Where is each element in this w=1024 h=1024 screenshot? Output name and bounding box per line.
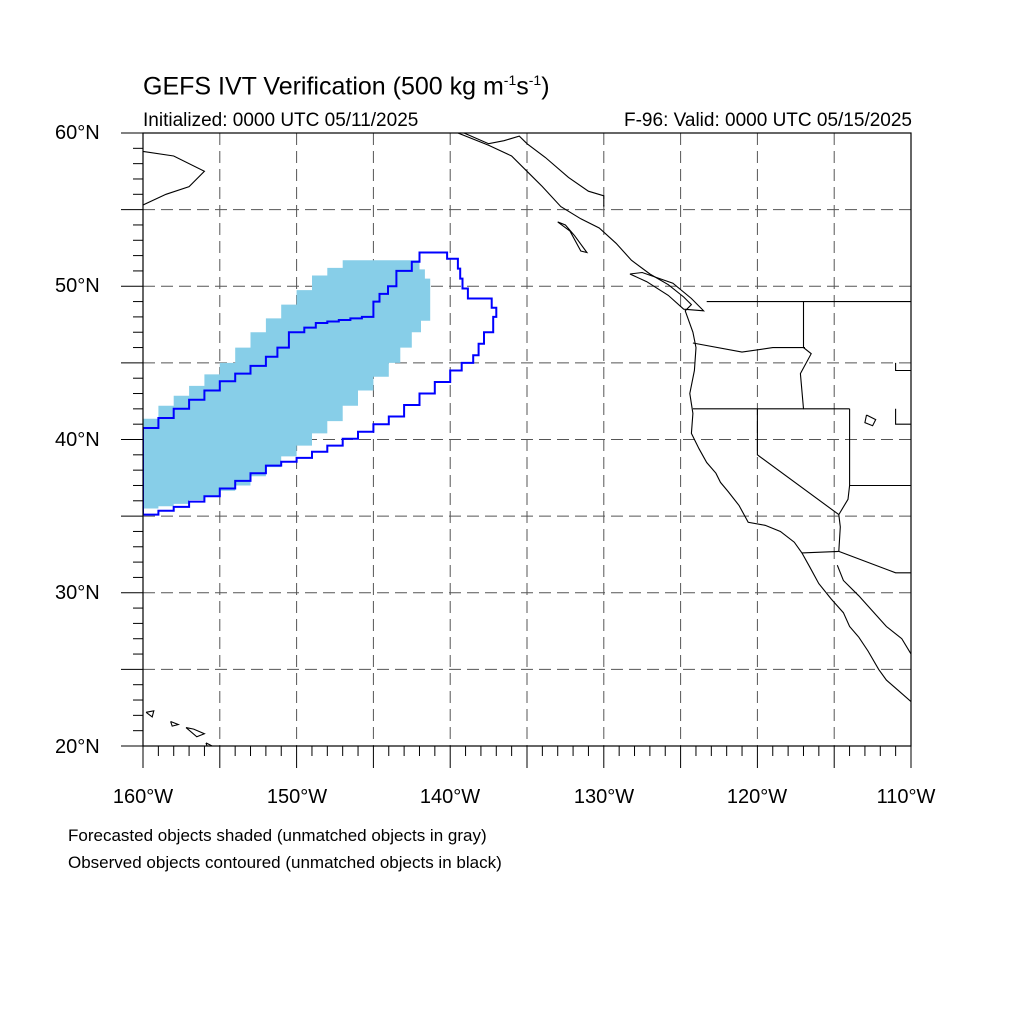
coastline-segment <box>838 408 851 515</box>
lon-label-150w: 150°W <box>266 786 328 808</box>
lon-label-140w: 140°W <box>419 786 481 808</box>
lon-label-120w: 120°W <box>726 786 788 808</box>
coastline-segment <box>836 564 911 656</box>
lat-label-60: 60°N <box>55 122 100 144</box>
coastline-segment <box>629 271 706 312</box>
coastline-segment <box>838 550 911 574</box>
lat-label-40: 40°N <box>55 429 100 451</box>
coastline-segment <box>895 362 911 372</box>
coastline-segment <box>557 221 589 254</box>
coastline-segment <box>756 408 841 552</box>
initialized-time: Initialized: 0000 UTC 05/11/2025 <box>143 110 419 131</box>
coastline-segment <box>692 342 805 353</box>
lat-label-20: 20°N <box>55 736 100 758</box>
forecast-object-shading <box>143 260 431 509</box>
coastline-segment <box>895 408 911 425</box>
legend-observed-note: Observed objects contoured (unmatched ob… <box>68 853 502 872</box>
coastline-segment <box>170 720 181 727</box>
lat-label-30: 30°N <box>55 582 100 604</box>
observed-object-contour <box>143 251 498 516</box>
lon-label-160w: 160°W <box>112 786 174 808</box>
coastline-segment <box>205 742 214 746</box>
coastline-segment <box>185 727 206 738</box>
map-title: GEFS IVT Verification (500 kg m-1s-1) <box>143 72 550 101</box>
coastline-segment <box>463 133 605 207</box>
lon-label-110w: 110°W <box>876 786 936 808</box>
map-frame <box>142 132 912 747</box>
coastline-segment <box>457 133 911 703</box>
lon-label-130w: 130°W <box>573 786 635 808</box>
coastlines <box>143 133 911 746</box>
coastline-segment <box>801 550 839 554</box>
coastline-segment <box>143 150 206 206</box>
coastline-segment <box>864 414 877 427</box>
valid-time: F-96: Valid: 0000 UTC 05/15/2025 <box>624 110 912 131</box>
axis-ticks <box>121 132 912 768</box>
coastline-segment <box>145 710 155 718</box>
coastline-segment <box>799 301 850 410</box>
lat-label-50: 50°N <box>55 275 100 297</box>
legend-forecast-note: Forecasted objects shaded (unmatched obj… <box>68 826 487 845</box>
